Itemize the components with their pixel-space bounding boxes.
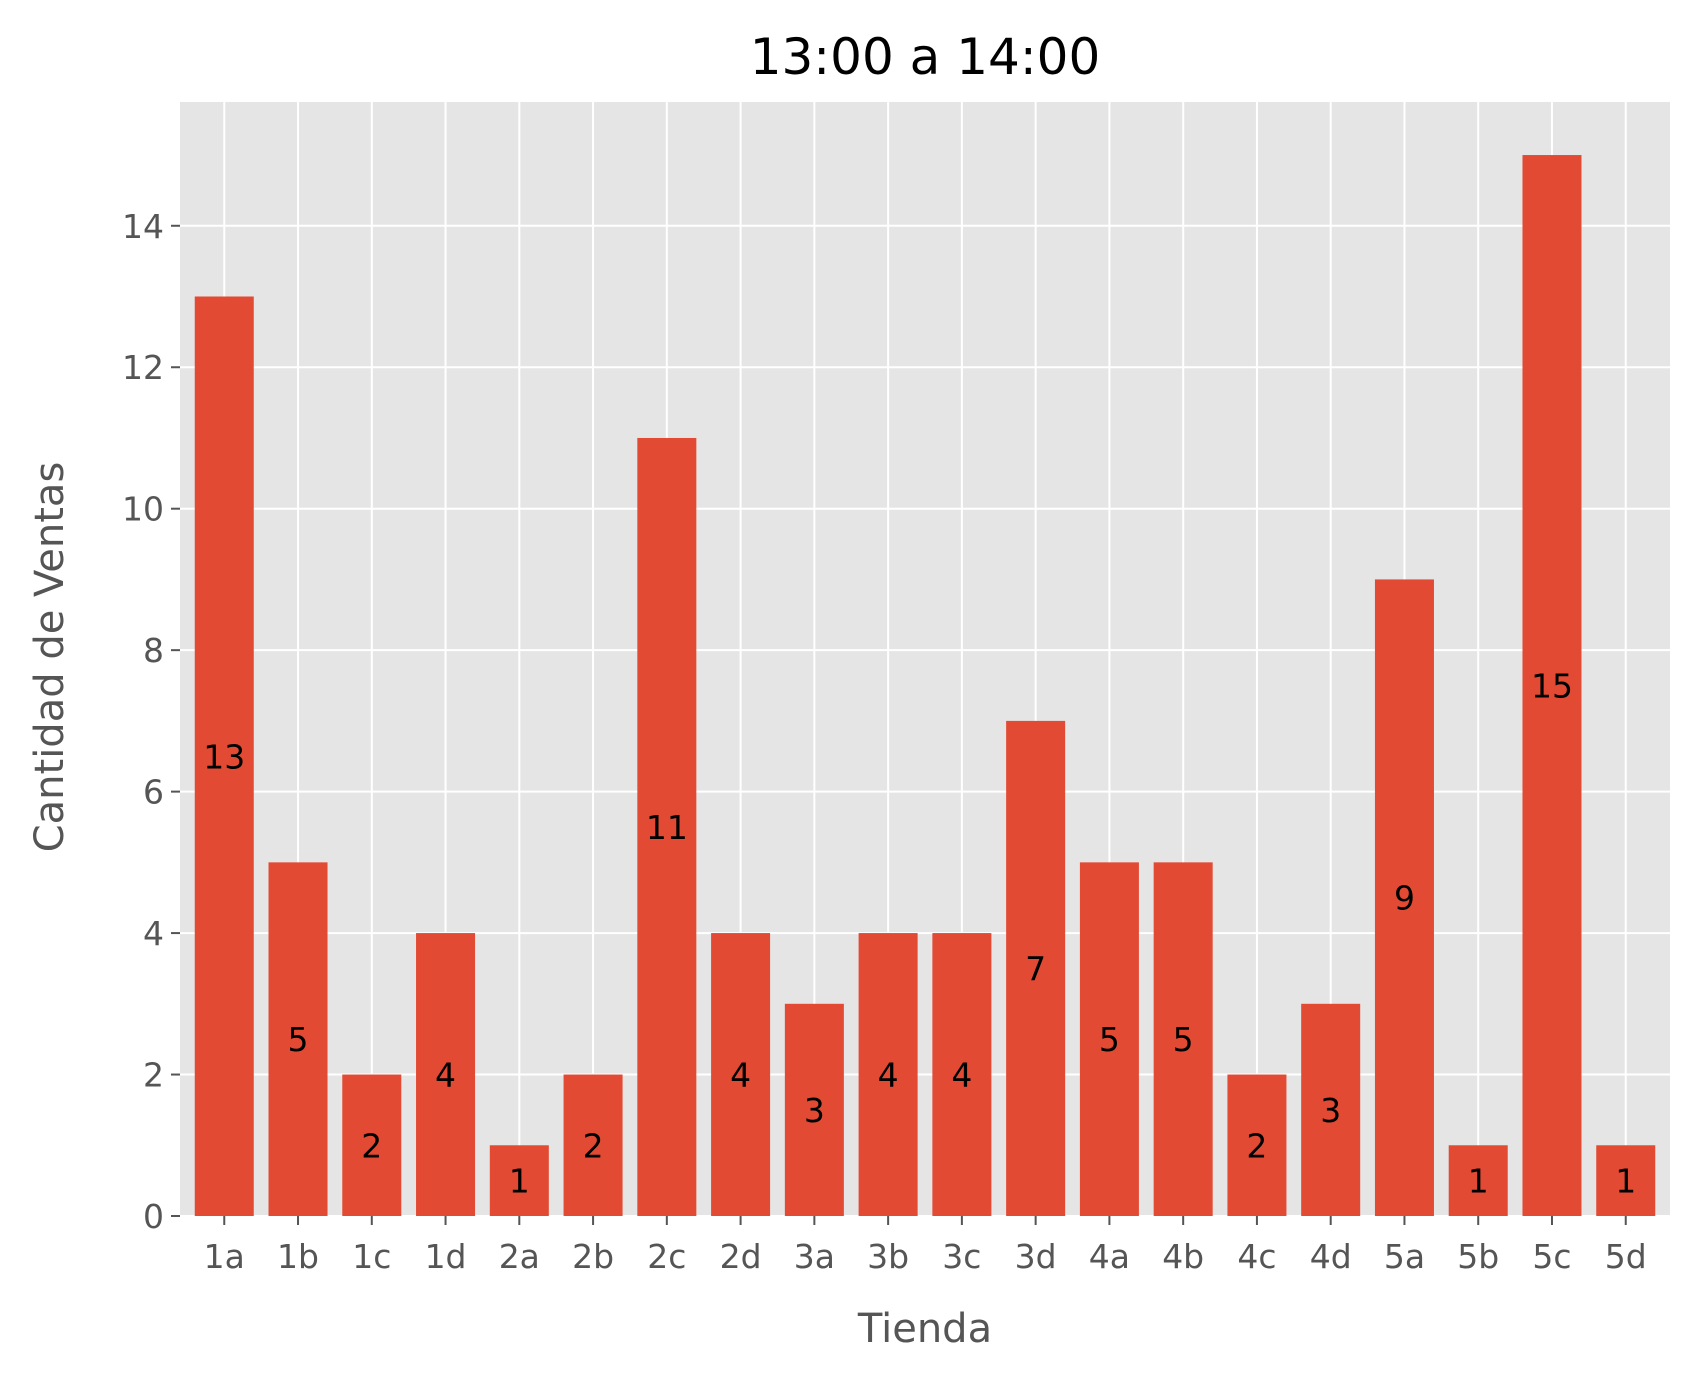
bar-value-label: 2: [583, 1126, 604, 1165]
y-tick-label: 6: [143, 773, 164, 812]
bar-value-label: 5: [1173, 1020, 1194, 1059]
bar-value-label: 13: [203, 737, 245, 776]
chart-title: 13:00 a 14:00: [750, 28, 1101, 86]
bar-value-label: 4: [951, 1056, 972, 1095]
x-tick-label: 3a: [794, 1237, 835, 1276]
y-tick-label: 12: [122, 348, 164, 387]
bar-value-label: 2: [1246, 1126, 1267, 1165]
bar-value-label: 1: [509, 1162, 530, 1201]
x-tick-label: 5a: [1384, 1237, 1425, 1276]
x-tick-label: 3c: [942, 1237, 981, 1276]
x-tick-label: 4c: [1237, 1237, 1276, 1276]
bar-value-label: 7: [1025, 949, 1046, 988]
bar-value-label: 11: [646, 808, 688, 847]
bar-value-label: 9: [1394, 879, 1415, 918]
y-tick-label: 2: [143, 1056, 164, 1095]
bar: [711, 933, 771, 1216]
bar: [563, 1074, 623, 1216]
bar-value-label: 3: [1320, 1091, 1341, 1130]
x-tick-label: 1b: [277, 1237, 319, 1276]
x-axis-ticks: 1a 1b 1c 1d 2a 2b 2c 2d 3a 3b 3c 3d 4a 4b 4c 4d 5a 5b 5c 5d: [204, 1216, 1647, 1276]
bar-value-label: 1: [1468, 1162, 1489, 1201]
x-tick-label: 5b: [1457, 1237, 1499, 1276]
bar-value-label: 15: [1531, 667, 1573, 706]
bar-value-label: 4: [730, 1056, 751, 1095]
bar-value-label: 1: [1615, 1162, 1636, 1201]
bar: [1227, 1074, 1287, 1216]
bars: [194, 155, 1656, 1217]
bar: [784, 1003, 844, 1216]
y-tick-label: 4: [143, 914, 164, 953]
y-axis-label: Cantidad de Ventas: [27, 462, 73, 853]
x-tick-label: 2c: [647, 1237, 686, 1276]
bar: [1079, 862, 1139, 1216]
bar: [342, 1074, 402, 1216]
bar: [1153, 862, 1213, 1216]
plot-area: [180, 102, 1670, 1216]
bar: [858, 933, 918, 1216]
bar-value-labels: 13 5 2 4 1 2 11 4 3 4 4 7 5 5 2 3 9 1 15 1: [203, 667, 1636, 1201]
y-tick-label: 8: [143, 631, 164, 670]
y-tick-label: 14: [122, 207, 164, 246]
bar: [1301, 1003, 1361, 1216]
bar-value-label: 5: [288, 1020, 309, 1059]
bar: [1448, 1145, 1508, 1216]
y-tick-label: 10: [122, 490, 164, 529]
x-tick-label: 2b: [572, 1237, 614, 1276]
bar-value-label: 4: [435, 1056, 456, 1095]
x-axis-label: Tienda: [857, 1306, 992, 1352]
bar: [1596, 1145, 1656, 1216]
x-tick-label: 2d: [720, 1237, 762, 1276]
bar: [416, 933, 476, 1216]
x-tick-label: 2a: [499, 1237, 540, 1276]
bar: [637, 437, 697, 1216]
bar: [489, 1145, 549, 1216]
x-tick-label: 5d: [1605, 1237, 1647, 1276]
bar: [932, 933, 992, 1216]
bar: [1522, 155, 1582, 1217]
x-tick-label: 1a: [204, 1237, 245, 1276]
y-axis-ticks: 0 2 4 6 8 10 12 14: [122, 207, 180, 1236]
bar-value-label: 2: [361, 1126, 382, 1165]
x-tick-label: 5c: [1532, 1237, 1571, 1276]
x-tick-label: 1c: [352, 1237, 391, 1276]
bar-value-label: 3: [804, 1091, 825, 1130]
bar-value-label: 5: [1099, 1020, 1120, 1059]
bar: [268, 862, 328, 1216]
x-tick-label: 4a: [1089, 1237, 1130, 1276]
bar-value-label: 4: [878, 1056, 899, 1095]
bar: [1006, 720, 1066, 1216]
bar: [194, 296, 254, 1216]
x-tick-label: 3b: [867, 1237, 909, 1276]
x-tick-label: 4b: [1162, 1237, 1204, 1276]
bar: [1374, 579, 1434, 1216]
x-tick-label: 3d: [1015, 1237, 1057, 1276]
x-tick-label: 1d: [425, 1237, 467, 1276]
x-tick-label: 4d: [1310, 1237, 1352, 1276]
y-tick-label: 0: [143, 1197, 164, 1236]
